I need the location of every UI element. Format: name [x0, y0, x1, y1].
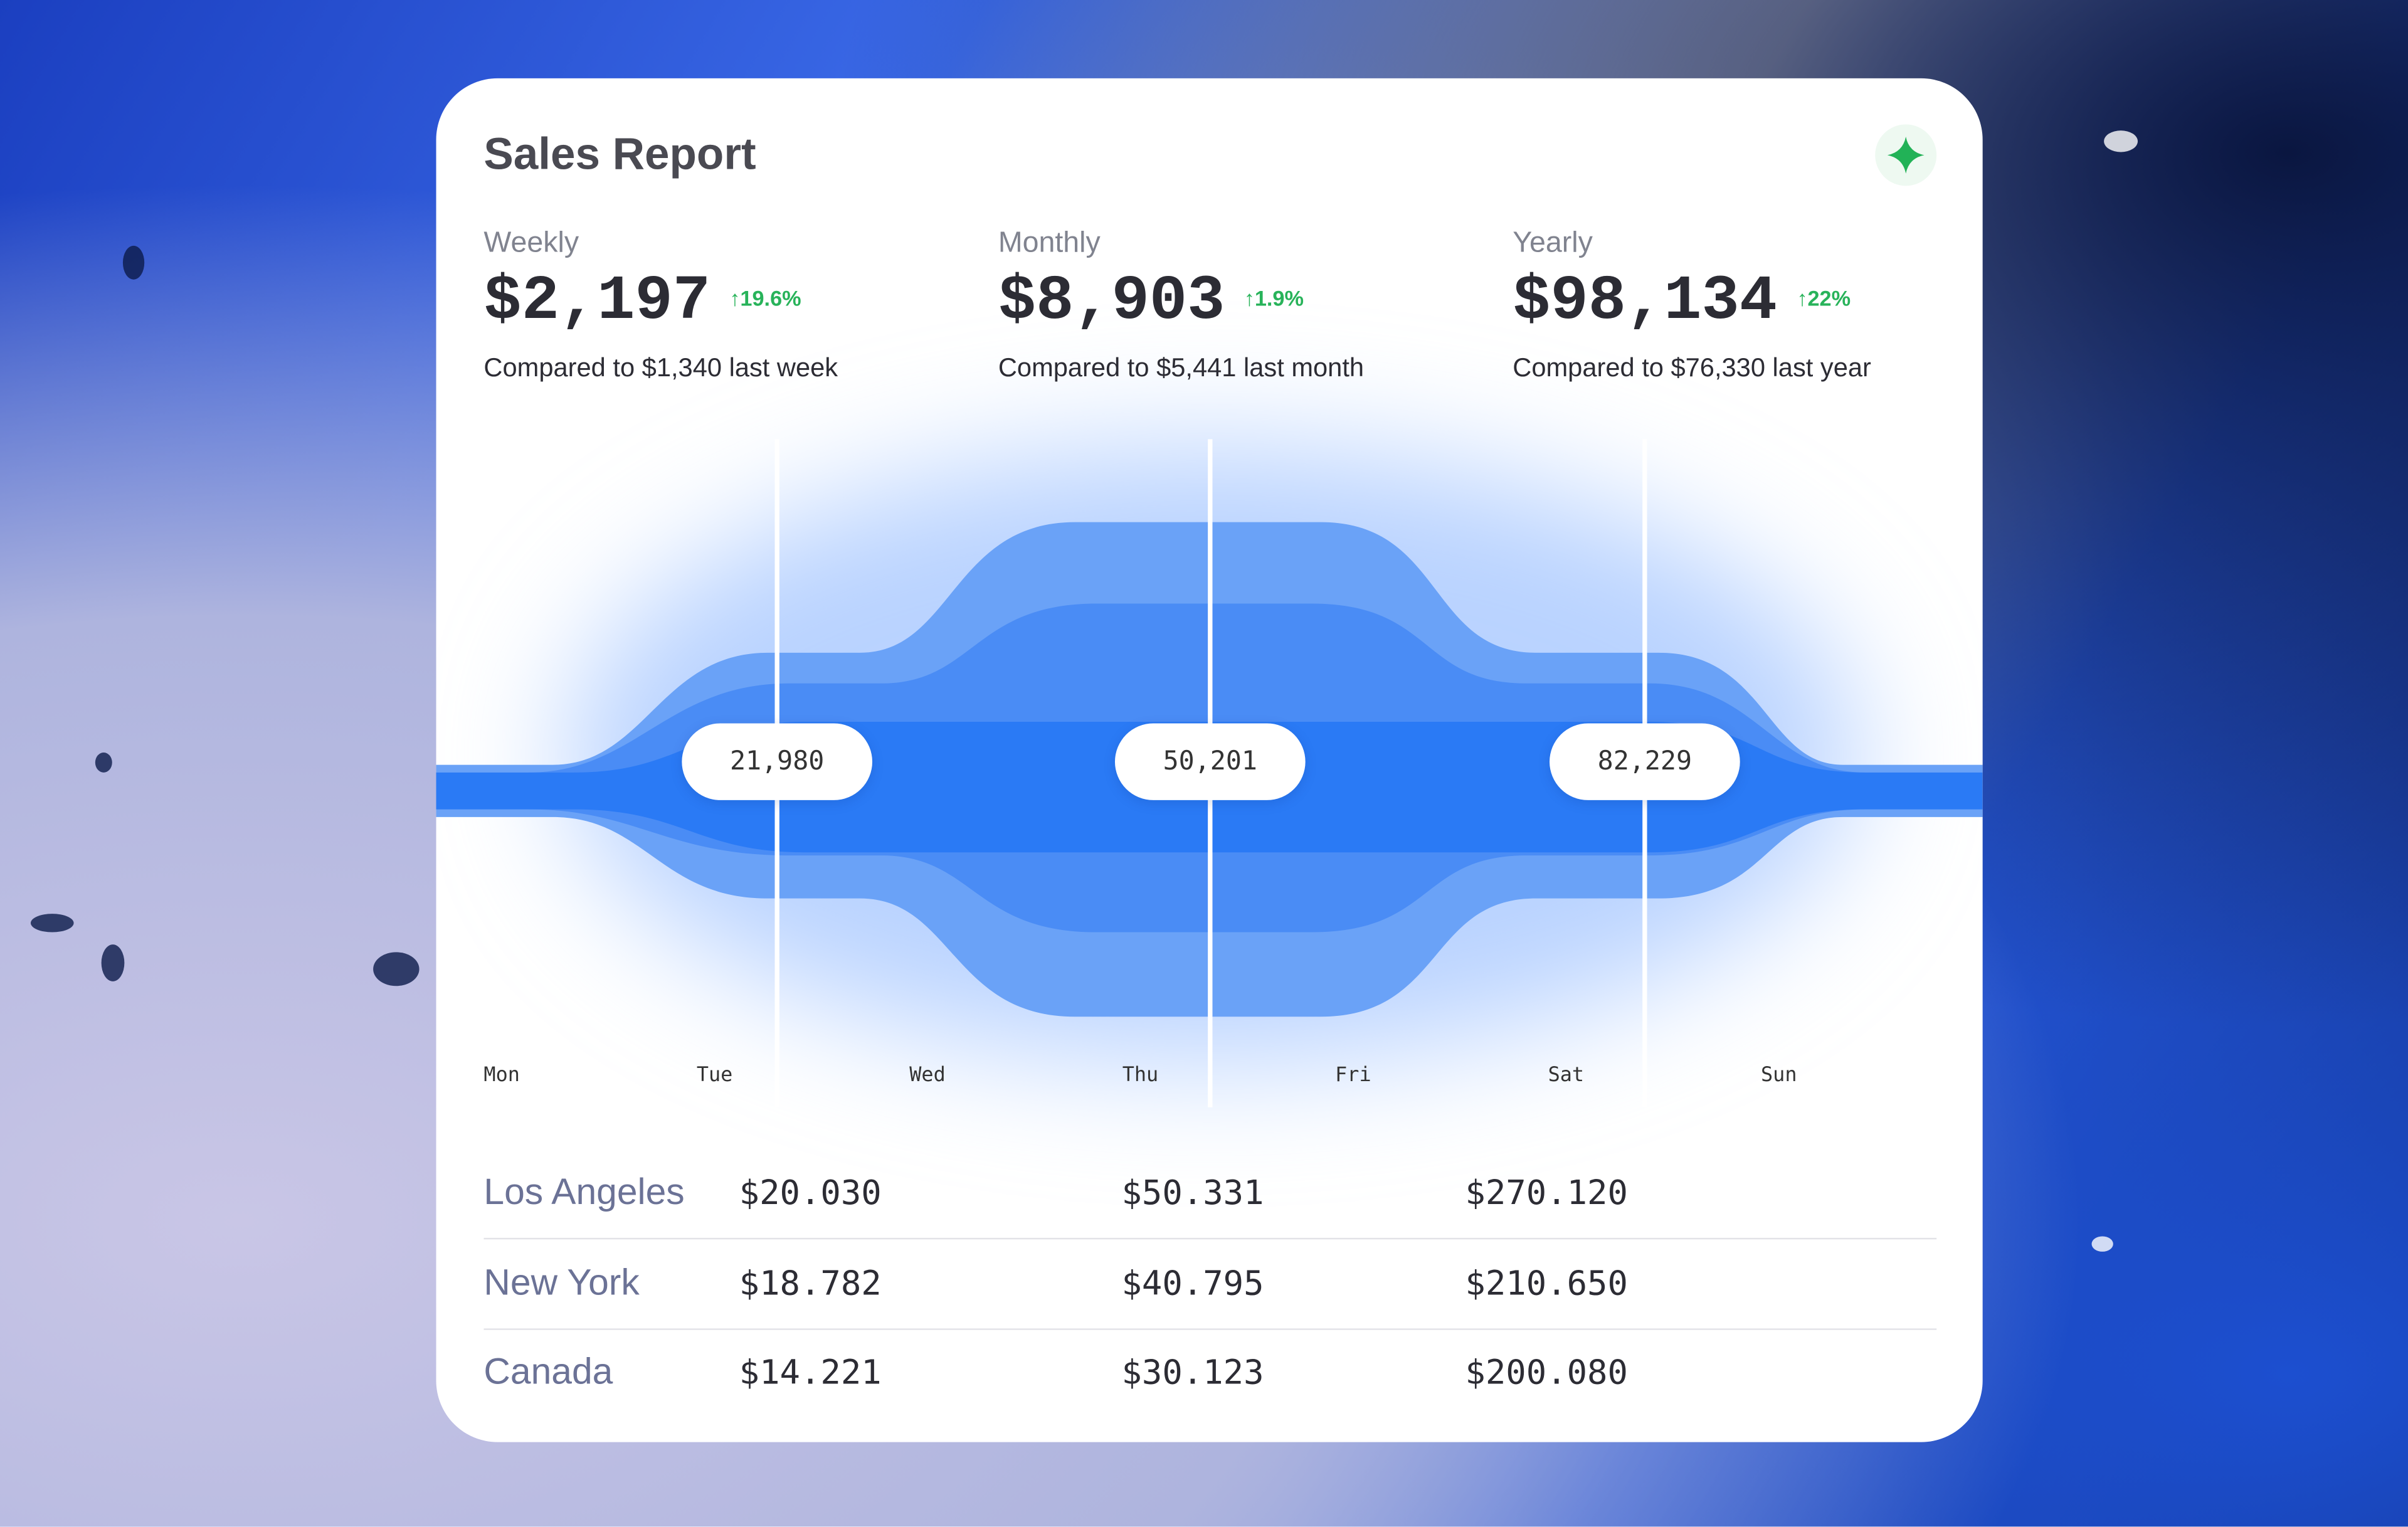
amount: $40.795 — [1121, 1264, 1264, 1303]
day-label: Mon — [483, 1064, 520, 1087]
city: Canada — [483, 1351, 613, 1393]
amount: $30.123 — [1121, 1355, 1264, 1393]
row-divider — [483, 1328, 1937, 1329]
row-divider — [483, 1237, 1937, 1240]
callout: 50,201 — [1114, 723, 1306, 800]
day-label: Tue — [696, 1064, 733, 1087]
stat-label: Monthly — [998, 227, 1101, 260]
stat-label: Yearly — [1513, 227, 1593, 260]
day-label: Fri — [1335, 1064, 1371, 1087]
stat-comparison: Compared to $76,330 last year — [1513, 353, 1871, 383]
stat-comparison: Compared to $1,340 last week — [483, 353, 838, 383]
drop — [30, 914, 74, 933]
drop — [373, 952, 420, 986]
stat-value: $2,197 — [483, 267, 710, 338]
sales-card: Sales Report Weekly $2,197 ↑19.6% Compared … — [436, 78, 1983, 1442]
stat-value: $8,903 — [998, 267, 1225, 338]
callout: 82,229 — [1550, 723, 1740, 800]
sparkle-icon — [1887, 136, 1925, 174]
amount: $210.650 — [1465, 1264, 1628, 1303]
stat-label: Weekly — [483, 227, 579, 260]
day-label: Wed — [909, 1064, 946, 1087]
drop — [122, 245, 145, 280]
callout: 21,980 — [682, 723, 873, 800]
stat-comparison: Compared to $5,441 last month — [998, 353, 1365, 383]
drop — [2104, 130, 2138, 152]
drop — [101, 944, 125, 981]
city: New York — [483, 1261, 640, 1303]
amount: $18.782 — [739, 1264, 882, 1303]
stat-change: ↑22% — [1797, 285, 1851, 310]
day-label: Sat — [1548, 1064, 1585, 1087]
day-label: Thu — [1122, 1064, 1159, 1087]
amount: $270.120 — [1465, 1175, 1628, 1213]
drop — [95, 753, 112, 773]
title: Sales Report — [483, 130, 756, 180]
drop — [2091, 1236, 2113, 1252]
amount: $200.080 — [1465, 1355, 1628, 1393]
stat-change: ↑1.9% — [1244, 285, 1304, 310]
stat-change: ↑19.6% — [729, 285, 801, 310]
amount: $20.030 — [739, 1175, 882, 1213]
city: Los Angeles — [483, 1171, 685, 1213]
day-label: Sun — [1761, 1064, 1797, 1087]
amount: $14.221 — [739, 1355, 882, 1393]
stat-value: $98,134 — [1513, 267, 1778, 338]
amount: $50.331 — [1121, 1175, 1264, 1213]
